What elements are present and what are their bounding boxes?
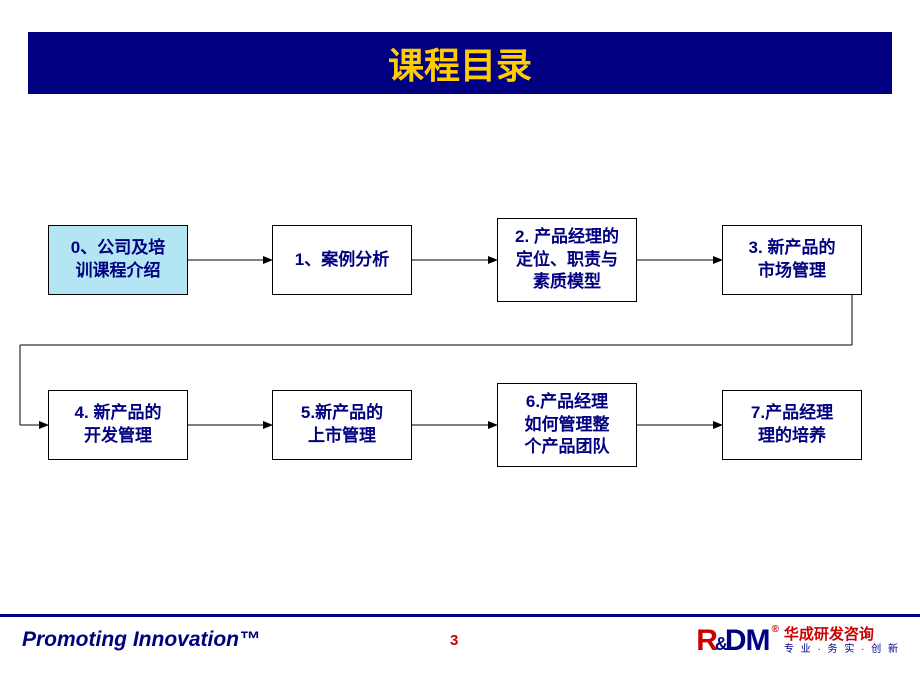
flowchart-node: 0、公司及培训课程介绍: [48, 225, 188, 295]
logo-reg: ®: [772, 624, 778, 635]
flowchart-node: 1、案例分析: [272, 225, 412, 295]
flowchart-node: 5.新产品的上市管理: [272, 390, 412, 460]
flowchart-node: 2. 产品经理的定位、职责与素质模型: [497, 218, 637, 302]
flowchart-node: 7.产品经理理的培养: [722, 390, 862, 460]
flowchart-edges: [0, 0, 920, 690]
logo-mark: R & DM ®: [696, 624, 778, 658]
flowchart-node: 4. 新产品的开发管理: [48, 390, 188, 460]
slide-title: 课程目录: [388, 37, 532, 89]
logo-cn: 华成研发咨询: [784, 627, 900, 644]
logo-sub: 专 业 · 务 实 · 创 新: [784, 644, 900, 655]
flowchart-node: 3. 新产品的市场管理: [722, 225, 862, 295]
footer-logo: R & DM ® 华成研发咨询 专 业 · 务 实 · 创 新: [696, 624, 900, 658]
footer-tagline: Promoting Innovation™: [22, 628, 260, 652]
footer-divider: [0, 614, 920, 617]
logo-dm: DM: [725, 624, 770, 658]
slide-title-bar: 课程目录: [28, 32, 892, 94]
logo-r: R: [696, 624, 717, 658]
flowchart-node: 6.产品经理如何管理整个产品团队: [497, 383, 637, 467]
logo-text: 华成研发咨询 专 业 · 务 实 · 创 新: [784, 627, 900, 655]
page-number: 3: [450, 632, 458, 649]
